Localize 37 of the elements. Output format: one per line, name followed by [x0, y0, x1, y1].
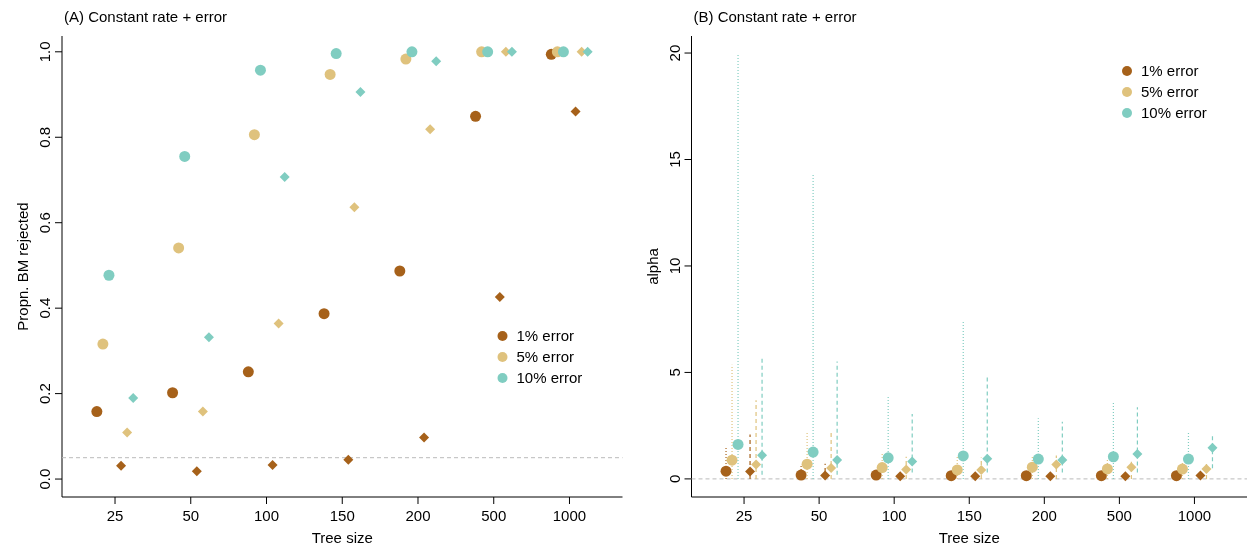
x-tick-label: 500	[1106, 507, 1132, 524]
x-tick-label: 500	[481, 507, 507, 524]
y-tick-label: 20	[665, 44, 683, 62]
x-tick-label: 50	[182, 507, 200, 524]
x-tick-label: 1000	[1177, 507, 1212, 524]
legend-label: 1% error	[1141, 62, 1199, 79]
x-tick-label: 1000	[552, 507, 587, 524]
chart-title: (A) Constant rate + error	[64, 8, 227, 25]
x-tick-label: 25	[106, 507, 124, 524]
y-tick-label: 1.0	[36, 41, 53, 63]
y-axis-title: Propn. BM rejected	[14, 202, 31, 331]
x-tick-label: 25	[735, 507, 753, 524]
y-tick-label: 0	[665, 474, 683, 484]
x-tick-label: 50	[810, 507, 828, 524]
y-tick-label: 0.8	[36, 126, 53, 148]
x-tick-label: 150	[329, 507, 355, 524]
y-tick-label: 0.6	[36, 212, 53, 234]
x-tick-label: 200	[1031, 507, 1057, 524]
legend-label: 10% error	[1141, 104, 1207, 121]
x-axis-title: Tree size	[311, 529, 373, 546]
y-tick-label: 15	[665, 151, 683, 168]
y-tick-label: 0.0	[36, 468, 53, 490]
y-tick-label: 0.2	[36, 383, 53, 405]
y-axis-title: alpha	[643, 247, 661, 285]
x-axis-title: Tree size	[938, 529, 1000, 546]
legend-label: 10% error	[516, 369, 583, 386]
y-tick-label: 0.4	[36, 297, 53, 319]
y-tick-label: 5	[665, 368, 683, 377]
x-tick-label: 150	[956, 507, 982, 524]
legend-label: 5% error	[516, 348, 575, 365]
chart-title: (B) Constant rate + error	[693, 8, 857, 25]
x-tick-label: 100	[253, 507, 280, 524]
x-tick-label: 100	[881, 507, 907, 524]
legend-label: 5% error	[1141, 83, 1199, 100]
legend-label: 1% error	[516, 327, 575, 344]
y-tick-label: 10	[665, 257, 683, 275]
x-tick-label: 200	[405, 507, 431, 524]
